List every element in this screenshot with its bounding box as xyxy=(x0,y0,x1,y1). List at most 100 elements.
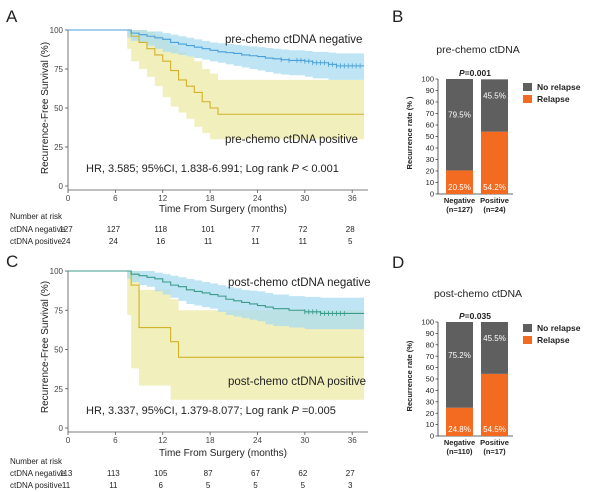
x-axis-label: Time From Surgery (months) xyxy=(159,448,287,459)
x-tick-label: 6 xyxy=(113,194,118,203)
bar-segment-no-relapse xyxy=(446,79,473,171)
bar-data-label: 45.5% xyxy=(483,334,506,343)
category-label: Positive xyxy=(480,438,509,447)
risk-value: 11 xyxy=(62,481,71,490)
x-tick-label: 24 xyxy=(253,436,262,445)
bar-segment-relapse xyxy=(446,170,473,194)
panel-letter-c: C xyxy=(6,252,18,271)
x-tick-label: 6 xyxy=(113,436,118,445)
category-n-label: (n=110) xyxy=(446,447,473,456)
category-n-label: (n=127) xyxy=(446,205,473,214)
x-tick-label: 30 xyxy=(300,194,309,203)
risk-value: 28 xyxy=(346,225,355,234)
hazard-ratio-text: HR, 3.585; 95%CI, 1.838-6.991; Log rank … xyxy=(86,163,339,175)
legend-swatch-no-relapse xyxy=(523,83,532,91)
bar-panel-d: D post-chemo ctDNA Recurrence rate (%) P… xyxy=(392,253,581,456)
panel-letter-b: B xyxy=(392,7,403,26)
category-label: Negative xyxy=(444,196,475,205)
series-label-positive: pre-chemo ctDNA positive xyxy=(225,134,358,146)
y-tick-label: 100 xyxy=(421,318,434,327)
risk-value: 105 xyxy=(154,469,168,478)
y-tick-label: 20 xyxy=(426,409,434,418)
x-tick-label: 18 xyxy=(206,436,215,445)
legend-swatch-relapse xyxy=(523,95,532,103)
risk-value: 16 xyxy=(156,237,165,246)
y-tick-label: 20 xyxy=(426,167,434,176)
y-tick-label: 25 xyxy=(54,143,63,152)
risk-value: 87 xyxy=(204,469,213,478)
x-tick-label: 0 xyxy=(66,436,71,445)
legend: No relapse Relapse xyxy=(523,323,581,345)
risk-value: 127 xyxy=(59,225,73,234)
y-tick-label: 10 xyxy=(426,420,434,429)
y-tick-label: 50 xyxy=(426,132,434,141)
risk-values: 127 127 118 101 77 72 28 24 24 16 11 11 11 5 xyxy=(59,225,355,246)
x-tick-label: 12 xyxy=(158,436,167,445)
bar-data-label: 79.5% xyxy=(448,111,471,120)
category-n-label: (n=17) xyxy=(483,447,506,456)
y-tick-label: 0 xyxy=(430,190,434,199)
x-tick-label: 36 xyxy=(348,436,357,445)
risk-value: 5 xyxy=(206,481,211,490)
category-label: Negative xyxy=(444,438,475,447)
risk-value: 118 xyxy=(154,225,167,234)
confidence-band-positive xyxy=(68,30,365,140)
x-tick-label: 12 xyxy=(158,194,167,203)
risk-value: 113 xyxy=(107,469,120,478)
survival-line-negative xyxy=(68,270,365,314)
risk-value: 67 xyxy=(251,469,260,478)
bar-data-label: 45.5% xyxy=(483,92,506,101)
bar-segment-relapse xyxy=(481,131,508,194)
panel-letter-a: A xyxy=(6,7,18,26)
legend-label-no-relapse: No relapse xyxy=(537,82,581,92)
category-label: Positive xyxy=(480,196,509,205)
legend-label-relapse: Relapse xyxy=(537,94,570,104)
risk-value: 5 xyxy=(348,237,353,246)
bar-segment-relapse xyxy=(481,373,508,436)
bar-segment-relapse xyxy=(446,407,473,436)
risk-row-label-negative: ctDNA negative xyxy=(10,469,66,478)
series-label-positive: post-chemo ctDNA positive xyxy=(228,376,366,388)
risk-value: 5 xyxy=(301,481,306,490)
risk-value: 11 xyxy=(251,237,260,246)
y-axis-label: Recurrence rate (%) xyxy=(405,340,414,411)
risk-row-label-positive: ctDNA positive xyxy=(10,237,63,246)
bar-segment-no-relapse xyxy=(481,79,508,132)
survival-line-positive xyxy=(68,29,365,115)
bar-panel-b: B pre-chemo ctDNA Recurrence rate (% ) P… xyxy=(392,7,581,214)
y-tick-label: 25 xyxy=(54,385,63,394)
y-tick-label: 10 xyxy=(426,178,434,187)
bar-plot-area: 0 10 20 30 40 50 60 70 80 90 100 24.8% 75.2% Negative… xyxy=(421,318,513,456)
risk-row-label-negative: ctDNA negative xyxy=(10,225,66,234)
y-tick-label: 100 xyxy=(50,26,64,35)
y-tick-label: 100 xyxy=(421,75,434,84)
x-tick-label: 0 xyxy=(66,194,71,203)
bar-data-label: 20.5% xyxy=(448,183,471,192)
y-tick-label: 80 xyxy=(426,340,434,349)
y-tick-label: 90 xyxy=(426,329,434,338)
y-axis-label: Recurrence rate (% ) xyxy=(405,96,414,169)
legend: No relapse Relapse xyxy=(523,82,581,104)
y-tick-label: 40 xyxy=(426,386,434,395)
risk-value: 24 xyxy=(62,237,71,246)
bar-chart-title: post-chemo ctDNA xyxy=(434,288,522,300)
y-tick-label: 75 xyxy=(54,306,63,315)
risk-value: 127 xyxy=(107,225,121,234)
y-tick-label: 60 xyxy=(426,363,434,372)
km-panel-a: A Recurrence-Free Survival (%) Time From… xyxy=(6,7,368,246)
x-tick-label: 18 xyxy=(206,194,215,203)
series-label-negative: pre-chemo ctDNA negative xyxy=(225,34,362,46)
risk-value: 27 xyxy=(346,469,355,478)
bar-data-label: 75.2% xyxy=(448,351,471,360)
bar-plot-area: 0 10 20 30 40 50 60 70 80 90 100 20.5% 79.5% Negative… xyxy=(421,75,513,214)
y-tick-label: 90 xyxy=(426,86,434,95)
p-value-label: P=0.001 xyxy=(459,68,491,78)
bar-segment-no-relapse xyxy=(481,322,508,374)
risk-value: 6 xyxy=(159,481,164,490)
risk-value: 101 xyxy=(201,225,215,234)
y-tick-label: 30 xyxy=(426,397,434,406)
risk-row-label-positive: ctDNA positive xyxy=(10,481,63,490)
plot-area: 0 25 50 75 100 0 6 12 18 24 30 36 xyxy=(50,267,368,445)
bar-chart-title: pre-chemo ctDNA xyxy=(436,44,519,56)
legend-swatch-no-relapse xyxy=(523,324,532,332)
